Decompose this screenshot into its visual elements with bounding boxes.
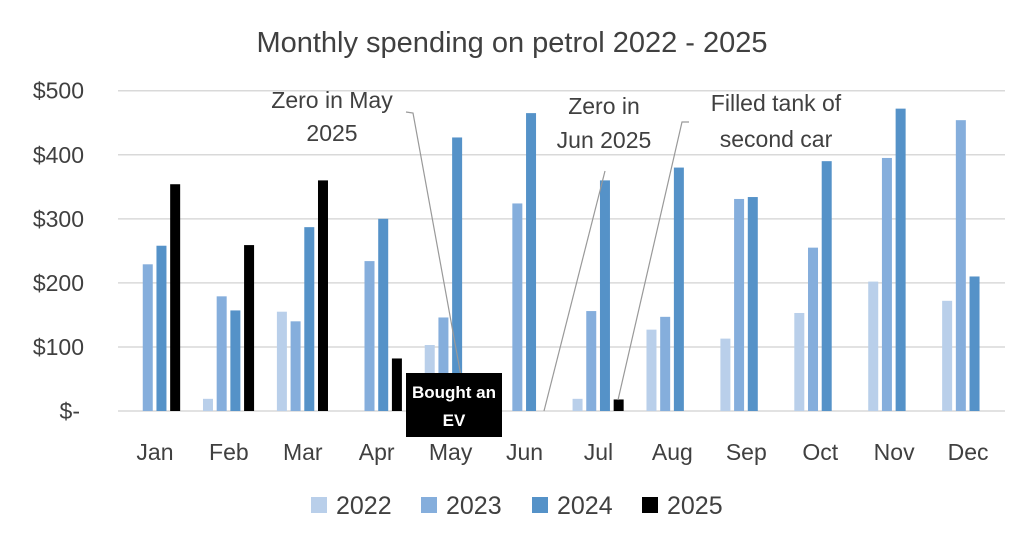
annotation-line: 2025: [306, 120, 357, 146]
bar-2025-Jul: [613, 399, 624, 411]
legend: 2022 2023 2024 2025: [311, 492, 723, 520]
x-tick-label: Sep: [726, 439, 767, 465]
annotation-zero-jun: Zero in Jun 2025: [543, 93, 652, 412]
bar-2024-Feb: [230, 310, 241, 411]
x-tick-label: Feb: [209, 439, 249, 465]
bar-2023-Dec: [955, 120, 966, 411]
leader-line: [405, 111, 466, 399]
annotation-zero-may: Zero in May 2025: [271, 87, 466, 399]
bar-2024-Jul: [599, 180, 610, 411]
annotation-line: Zero in May: [271, 87, 393, 113]
legend-label: 2025: [667, 492, 723, 520]
bar-2024-Jun: [526, 113, 537, 411]
bar-2024-Aug: [673, 167, 684, 411]
annotation-filled-tank: Filled tank of second car: [617, 90, 842, 401]
legend-label: 2024: [557, 492, 613, 520]
legend-swatch: [532, 497, 548, 513]
bar-2023-Mar: [290, 321, 301, 411]
bar-2025-Apr: [391, 358, 402, 411]
x-tick-label: Jul: [584, 439, 613, 465]
y-tick-label: $-: [60, 398, 80, 424]
legend-label: 2023: [446, 492, 502, 520]
bar-2024-Jan: [156, 245, 167, 411]
bar-2025-Feb: [244, 245, 255, 411]
bar-2024-Oct: [821, 161, 832, 411]
x-tick-label: May: [429, 439, 473, 465]
x-tick-label: Dec: [948, 439, 989, 465]
annotation-box: [406, 373, 502, 437]
bars: [142, 108, 980, 411]
legend-item-2024: 2024: [532, 492, 613, 520]
legend-swatch: [642, 497, 658, 513]
y-tick-label: $200: [33, 270, 84, 296]
legend-item-2023: 2023: [421, 492, 502, 520]
y-tick-label: $400: [33, 142, 84, 168]
x-tick-label: Nov: [874, 439, 915, 465]
y-tick-label: $500: [33, 78, 84, 104]
x-axis-ticks: Jan Feb Mar Apr May Jun Jul Aug Sep Oct Nov Dec: [136, 439, 988, 465]
bar-2022-Jul: [572, 398, 583, 411]
legend-item-2025: 2025: [642, 492, 723, 520]
bar-2024-Apr: [378, 218, 389, 411]
bar-2025-Jan: [170, 184, 181, 411]
x-tick-label: Oct: [802, 439, 838, 465]
bar-2023-Oct: [808, 247, 819, 411]
bar-2022-Aug: [646, 329, 657, 411]
x-tick-label: Jun: [506, 439, 543, 465]
leader-line: [617, 121, 689, 401]
bar-2023-Feb: [216, 296, 227, 411]
legend-item-2022: 2022: [311, 492, 392, 520]
bar-2022-Nov: [868, 281, 879, 411]
bar-2023-May: [438, 317, 449, 411]
bar-2024-Nov: [895, 108, 906, 411]
legend-swatch: [311, 497, 327, 513]
gridlines: [118, 89, 1005, 412]
bar-2023-Jan: [142, 264, 153, 411]
bar-2022-Sep: [720, 338, 731, 411]
bar-2023-Aug: [660, 316, 671, 411]
legend-label: 2022: [336, 492, 392, 520]
bar-2024-Mar: [304, 227, 315, 411]
bar-2022-Feb: [202, 398, 213, 411]
bar-2022-Oct: [794, 312, 805, 411]
bar-2023-Jul: [586, 311, 597, 411]
y-axis-ticks: $- $100 $200 $300 $400 $500: [33, 78, 84, 424]
annotation-bought-ev: Bought an EV: [406, 373, 502, 437]
y-tick-label: $100: [33, 334, 84, 360]
annotation-line: Filled tank of: [711, 90, 842, 116]
bar-2023-Sep: [734, 198, 745, 411]
chart-title: Monthly spending on petrol 2022 - 2025: [256, 27, 767, 59]
x-tick-label: Jan: [136, 439, 173, 465]
annotation-line: Jun 2025: [557, 127, 652, 153]
annotation-line: Bought an: [412, 383, 496, 402]
bar-2025-Mar: [317, 180, 328, 411]
y-tick-label: $300: [33, 206, 84, 232]
x-tick-label: Mar: [283, 439, 323, 465]
leader-line: [543, 170, 606, 412]
bar-2023-Jun: [512, 203, 523, 411]
bar-2024-Sep: [747, 197, 758, 411]
bar-2024-May: [452, 137, 463, 411]
annotation-line: EV: [443, 411, 466, 430]
bar-2024-Dec: [969, 276, 980, 411]
x-tick-label: Aug: [652, 439, 693, 465]
bar-2022-Mar: [276, 311, 287, 411]
annotation-line: second car: [720, 126, 833, 152]
x-tick-label: Apr: [359, 439, 395, 465]
bar-2023-Apr: [364, 261, 375, 411]
legend-swatch: [421, 497, 437, 513]
bar-2023-Nov: [881, 157, 892, 411]
bar-2022-Dec: [942, 300, 953, 411]
annotation-line: Zero in: [568, 93, 640, 119]
